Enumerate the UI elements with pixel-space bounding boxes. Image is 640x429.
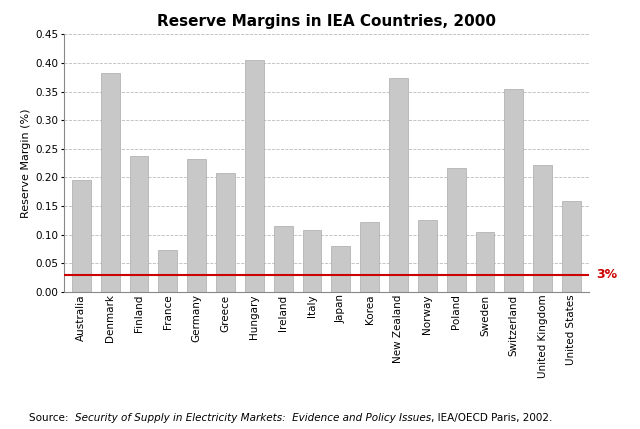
- Text: 3%: 3%: [596, 268, 617, 281]
- Bar: [447, 168, 465, 292]
- Bar: [129, 156, 148, 292]
- Bar: [216, 173, 235, 292]
- Text: Security of Supply in Electricity Markets:  Evidence and Policy Issues: Security of Supply in Electricity Market…: [75, 413, 431, 423]
- Bar: [188, 159, 206, 292]
- Bar: [100, 73, 120, 292]
- Bar: [274, 226, 292, 292]
- Bar: [389, 79, 408, 292]
- Bar: [562, 201, 581, 292]
- Title: Reserve Margins in IEA Countries, 2000: Reserve Margins in IEA Countries, 2000: [157, 14, 496, 29]
- Text: Source:: Source:: [29, 413, 75, 423]
- Bar: [72, 180, 91, 292]
- Bar: [418, 220, 436, 292]
- Bar: [533, 165, 552, 292]
- Bar: [332, 246, 350, 292]
- Bar: [245, 60, 264, 292]
- Y-axis label: Reserve Margin (%): Reserve Margin (%): [21, 108, 31, 218]
- Bar: [303, 230, 321, 292]
- Bar: [504, 89, 524, 292]
- Bar: [360, 222, 379, 292]
- Bar: [476, 232, 494, 292]
- Bar: [159, 250, 177, 292]
- Text: , IEA/OECD Paris, 2002.: , IEA/OECD Paris, 2002.: [431, 413, 552, 423]
